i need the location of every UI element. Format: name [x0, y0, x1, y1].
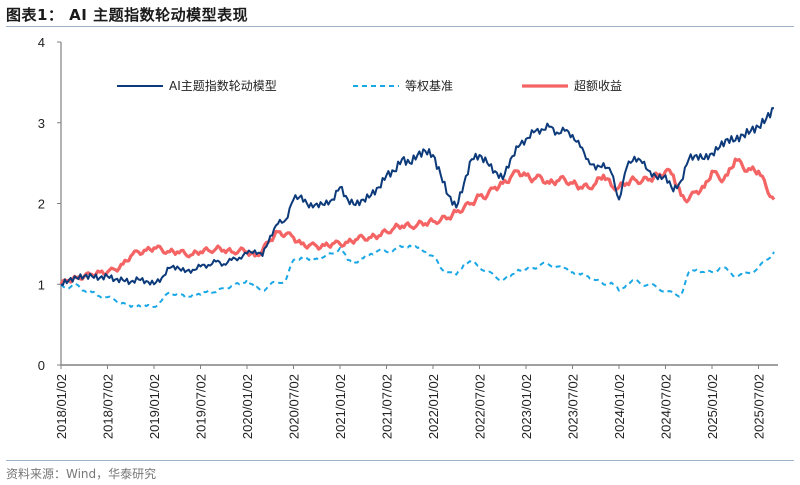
line-chart: 0 1 2 3 4 2018/01/02 2018/07/02 2019/01/02 2019/…	[38, 35, 778, 439]
x-tick-label: 2018/01/02	[54, 374, 69, 439]
x-tick-label: 2025/01/02	[705, 374, 720, 439]
y-tick-label: 2	[38, 197, 45, 212]
y-tick-label: 4	[38, 35, 45, 50]
x-tick-label: 2023/01/02	[519, 374, 534, 439]
x-tick-label: 2019/01/02	[147, 374, 162, 439]
legend-label: 等权基准	[405, 79, 453, 93]
x-tick-label: 2025/07/02	[752, 374, 767, 439]
axes: 0 1 2 3 4 2018/01/02 2018/07/02 2019/01/02 2019/…	[38, 35, 778, 439]
legend-label: AI主题指数轮动模型	[169, 78, 277, 93]
x-tick-label: 2021/01/02	[333, 374, 348, 439]
legend-item-model: AI主题指数轮动模型	[117, 78, 277, 93]
y-tick-label: 3	[38, 116, 45, 131]
legend: AI主题指数轮动模型 等权基准 超额收益	[117, 78, 622, 93]
x-tick-label: 2021/07/02	[380, 374, 395, 439]
title-divider	[6, 26, 794, 27]
x-tick-label: 2024/07/02	[659, 374, 674, 439]
footer-divider	[6, 460, 794, 461]
legend-item-excess-return: 超额收益	[522, 78, 622, 93]
model-line	[60, 107, 775, 287]
y-tick-label: 0	[38, 358, 45, 373]
x-tick-label: 2024/01/02	[612, 374, 627, 439]
x-tick-label: 2020/01/02	[240, 374, 255, 439]
series-lines	[59, 107, 776, 308]
benchmark-line	[60, 244, 775, 308]
x-tick-label: 2023/07/02	[566, 374, 581, 439]
x-tick-label: 2022/01/02	[426, 374, 441, 439]
chart-title: 图表1： AI 主题指数轮动模型表现	[6, 6, 249, 24]
y-tick-label: 1	[38, 277, 45, 292]
source-note: 资料来源：Wind，华泰研究	[6, 467, 157, 481]
legend-item-benchmark: 等权基准	[353, 79, 453, 93]
x-tick-label: 2022/07/02	[473, 374, 488, 439]
x-tick-label: 2020/07/02	[287, 374, 302, 439]
legend-label: 超额收益	[574, 78, 622, 93]
x-tick-label: 2018/07/02	[101, 374, 116, 439]
x-tick-label: 2019/07/02	[194, 374, 209, 439]
